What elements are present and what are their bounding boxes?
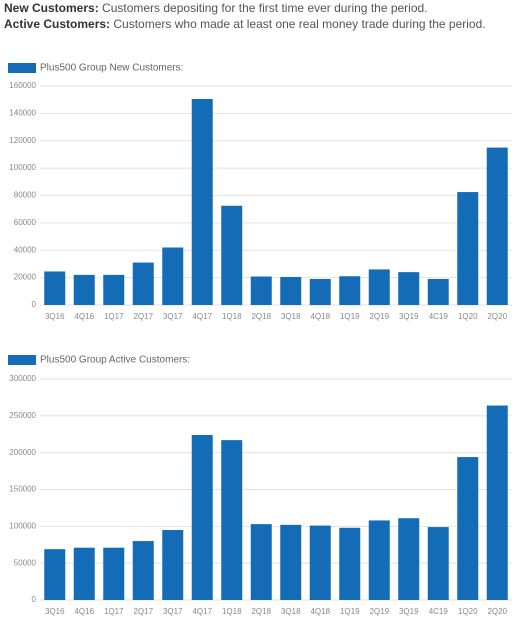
y-tick-label: 150000 — [9, 485, 36, 494]
x-tick-label: 3Q16 — [45, 607, 65, 616]
x-tick-label: 2Q18 — [251, 312, 271, 321]
x-tick-label: 4Q18 — [310, 607, 330, 616]
definition-text: Customers who made at least one real mon… — [113, 17, 486, 31]
y-tick-label: 200000 — [9, 448, 36, 457]
definition: New Customers: Customers depositing for … — [4, 1, 428, 15]
bar — [44, 549, 66, 600]
x-tick-label: 4Q18 — [310, 312, 330, 321]
x-tick-label: 3Q19 — [399, 607, 419, 616]
x-tick-label: 2Q19 — [369, 312, 389, 321]
x-tick-label: 2Q20 — [487, 312, 507, 321]
x-tick-label: 1Q17 — [104, 312, 124, 321]
bar — [486, 147, 508, 305]
bar — [73, 274, 95, 305]
x-tick-label: 1Q18 — [222, 607, 242, 616]
x-tick-label: 4C19 — [429, 607, 449, 616]
bar — [250, 524, 272, 600]
y-tick-label: 160000 — [9, 81, 36, 90]
x-tick-label: 3Q16 — [45, 312, 65, 321]
bar — [339, 276, 361, 305]
y-tick-label: 80000 — [14, 191, 37, 200]
x-tick-label: 1Q20 — [458, 607, 478, 616]
bar — [368, 520, 390, 600]
bar — [398, 272, 420, 305]
x-tick-label: 4Q17 — [192, 607, 212, 616]
x-tick-label: 2Q19 — [369, 607, 389, 616]
bar — [427, 278, 449, 305]
x-tick-label: 3Q18 — [281, 312, 301, 321]
legend-label: Plus500 Group Active Customers: — [40, 355, 190, 366]
bar — [309, 525, 331, 600]
y-tick-label: 100000 — [9, 521, 36, 530]
x-tick-label: 3Q18 — [281, 607, 301, 616]
x-tick-label: 1Q17 — [104, 607, 124, 616]
x-tick-label: 2Q17 — [133, 312, 153, 321]
bar — [221, 205, 243, 305]
bar — [73, 547, 95, 600]
bar — [132, 262, 154, 305]
legend-swatch — [8, 63, 36, 73]
definition: Active Customers: Customers who made at … — [4, 17, 486, 31]
y-tick-label: 140000 — [9, 108, 36, 117]
x-tick-label: 3Q17 — [163, 312, 183, 321]
bar — [457, 457, 479, 600]
x-tick-label: 4Q17 — [192, 312, 212, 321]
bar — [280, 276, 302, 305]
bar — [486, 405, 508, 600]
x-tick-label: 4Q16 — [74, 312, 94, 321]
x-tick-label: 3Q19 — [399, 312, 419, 321]
x-tick-label: 4Q16 — [74, 607, 94, 616]
y-tick-label: 40000 — [14, 245, 37, 254]
bar — [398, 518, 420, 600]
bar — [368, 269, 390, 305]
y-tick-label: 0 — [32, 595, 37, 604]
bar — [44, 271, 66, 305]
bar — [280, 524, 302, 600]
bar — [103, 274, 125, 305]
x-tick-label: 2Q20 — [487, 607, 507, 616]
term: Active Customers: — [4, 17, 111, 31]
y-tick-label: 60000 — [14, 218, 37, 227]
x-tick-label: 1Q19 — [340, 607, 360, 616]
bar — [191, 434, 213, 600]
bar — [132, 541, 154, 600]
x-tick-label: 4C19 — [429, 312, 449, 321]
y-tick-label: 50000 — [14, 558, 37, 567]
bar — [457, 192, 479, 305]
bar — [162, 247, 184, 305]
bar — [221, 440, 243, 600]
x-tick-label: 1Q18 — [222, 312, 242, 321]
y-tick-label: 0 — [32, 300, 37, 309]
y-tick-label: 250000 — [9, 411, 36, 420]
bar — [103, 547, 125, 600]
y-tick-label: 120000 — [9, 136, 36, 145]
x-tick-label: 1Q19 — [340, 312, 360, 321]
x-tick-label: 3Q17 — [163, 607, 183, 616]
bar — [309, 278, 331, 305]
legend-label: Plus500 Group New Customers: — [40, 63, 183, 74]
x-tick-label: 1Q20 — [458, 312, 478, 321]
x-tick-label: 2Q17 — [133, 607, 153, 616]
definition-text: Customers depositing for the first time … — [102, 1, 428, 15]
bar — [250, 276, 272, 305]
term: New Customers: — [4, 1, 99, 15]
bar — [427, 527, 449, 600]
bar — [191, 99, 213, 305]
y-tick-label: 300000 — [9, 374, 36, 383]
y-tick-label: 100000 — [9, 163, 36, 172]
legend-swatch — [8, 355, 36, 365]
x-tick-label: 2Q18 — [251, 607, 271, 616]
bar — [339, 527, 361, 600]
y-tick-label: 20000 — [14, 273, 37, 282]
bar — [162, 530, 184, 600]
